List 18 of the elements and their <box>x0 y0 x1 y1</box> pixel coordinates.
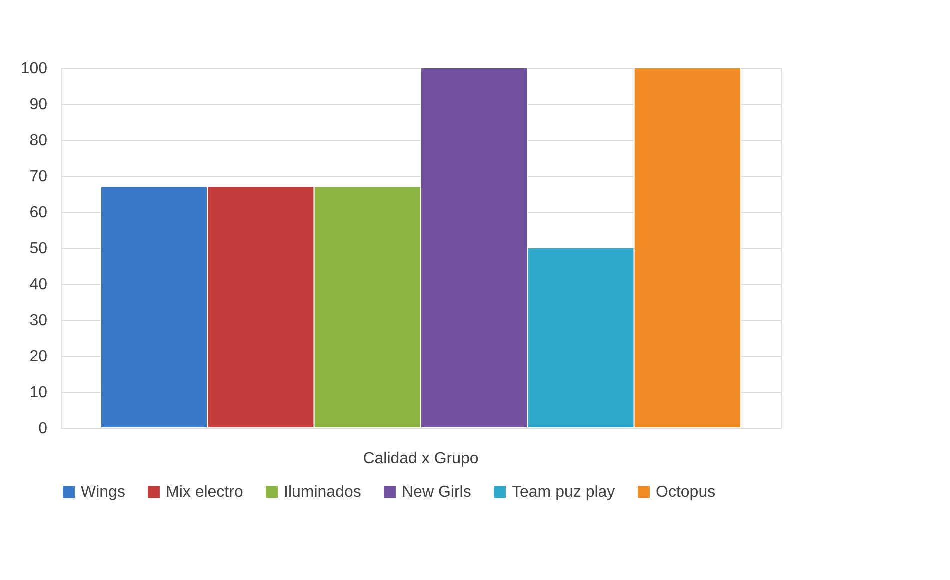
y-tick-label: 60 <box>30 204 48 222</box>
y-tick-label: 100 <box>20 60 48 78</box>
legend-label: Team puz play <box>512 484 616 502</box>
legend-label: Mix electro <box>166 484 244 502</box>
y-tick-label: 30 <box>30 312 48 330</box>
legend-label: Octopus <box>656 484 716 502</box>
y-tick-label: 50 <box>30 240 48 258</box>
y-tick-label: 40 <box>30 276 48 294</box>
legend-label: New Girls <box>402 484 472 502</box>
y-tick-label: 70 <box>30 168 48 186</box>
y-tick-label: 90 <box>30 96 48 114</box>
y-tick-label: 80 <box>30 132 48 150</box>
legend-label: Iluminados <box>284 484 362 502</box>
y-tick-label: 0 <box>38 420 48 438</box>
y-tick-label: 10 <box>30 384 48 402</box>
y-tick-label: 20 <box>30 348 48 366</box>
x-tick-label: Calidad x Grupo <box>363 450 479 468</box>
legend-label: Wings <box>81 484 126 502</box>
